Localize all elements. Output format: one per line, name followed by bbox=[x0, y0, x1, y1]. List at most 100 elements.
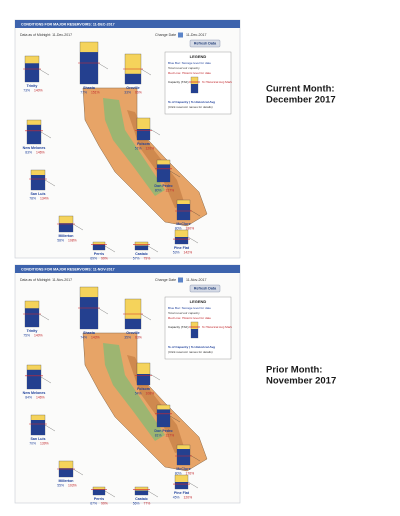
reservoir-name[interactable]: Oroville bbox=[126, 331, 139, 335]
reservoir-pct-avg: 120% bbox=[184, 495, 193, 499]
calendar-icon bbox=[178, 277, 183, 283]
reservoir-name[interactable]: Millerton bbox=[59, 479, 74, 483]
reservoir-leader bbox=[149, 128, 161, 136]
data-as-of: Data as of Midnight: 11-Dec-2017 bbox=[20, 33, 72, 37]
reservoir-pct-avg: 146% bbox=[36, 395, 45, 399]
change-date-label: Change Date bbox=[155, 33, 176, 37]
reservoir-pct-avg: 180% bbox=[186, 226, 195, 230]
reservoir-name[interactable]: Oroville bbox=[126, 86, 139, 90]
reservoir-pct-capacity: 58% bbox=[57, 238, 64, 242]
refresh-button[interactable]: Refresh Data bbox=[189, 39, 221, 48]
reservoir-storage bbox=[135, 490, 148, 495]
reservoir-pct-avg: 66% bbox=[135, 90, 142, 94]
reservoir-storage bbox=[31, 175, 45, 190]
reservoir-name[interactable]: McClure bbox=[176, 467, 190, 471]
reservoir-storage bbox=[80, 52, 98, 84]
reservoir-pct-avg: 146% bbox=[36, 150, 45, 154]
legend-capacity-label: Capacity (TAF) bbox=[168, 80, 189, 84]
reservoir-pct-capacity: 80% bbox=[155, 188, 162, 192]
reservoir-name[interactable]: Folsom bbox=[137, 142, 150, 146]
refresh-button-label: Refresh Data bbox=[194, 42, 217, 46]
reservoir-leader bbox=[140, 313, 152, 321]
reservoir-name[interactable]: Pine Flat bbox=[174, 246, 190, 250]
reservoir-leader bbox=[38, 68, 50, 76]
reservoir-pct-avg: 108% bbox=[68, 238, 77, 242]
reservoir-storage bbox=[137, 374, 150, 385]
reservoir-pct-capacity: 57% bbox=[133, 256, 140, 260]
reservoir-leader bbox=[147, 245, 159, 253]
panel-title: CONDITIONS FOR MAJOR RESERVOIRS: 11-DEC-… bbox=[21, 22, 115, 26]
reservoir-storage bbox=[125, 73, 141, 84]
change-date: 11-Nov-2017 bbox=[186, 278, 207, 282]
reservoir-name[interactable]: New Melones bbox=[23, 391, 46, 395]
refresh-button[interactable]: Refresh Data bbox=[189, 284, 221, 293]
reservoir-name[interactable]: Perris bbox=[94, 497, 104, 501]
reservoir-storage bbox=[137, 129, 150, 140]
reservoir-pct-avg: 140% bbox=[34, 333, 43, 337]
reservoir-name[interactable]: Folsom bbox=[137, 387, 150, 391]
reservoir-name[interactable]: Pine Flat bbox=[174, 491, 190, 495]
reservoir-pct-capacity: 33% bbox=[124, 90, 131, 94]
data-as-of: Data as of Midnight: 11-Nov-2017 bbox=[20, 278, 72, 282]
reservoir-leader bbox=[72, 223, 84, 231]
map-valley bbox=[103, 98, 165, 196]
reservoir-pct-avg: 77% bbox=[144, 501, 151, 505]
reservoir-name[interactable]: Perris bbox=[94, 252, 104, 256]
reservoir-storage bbox=[93, 489, 105, 495]
reservoir-name[interactable]: Millerton bbox=[59, 234, 74, 238]
reservoir-leader bbox=[40, 376, 52, 384]
reservoir-pct-capacity: 54% bbox=[135, 391, 142, 395]
reservoir-name[interactable]: San Luis bbox=[31, 192, 46, 196]
reservoir-pct-capacity: 78% bbox=[29, 196, 36, 200]
refresh-button-bg bbox=[189, 39, 221, 48]
reservoir-pct-capacity: 77% bbox=[80, 90, 87, 94]
reservoir-name[interactable]: Shasta bbox=[83, 86, 96, 90]
change-date: 11-Dec-2017 bbox=[186, 33, 207, 37]
legend-footer: % of Capacity | % Historical Avg bbox=[168, 100, 215, 104]
reservoir-leader bbox=[169, 170, 181, 178]
reservoir-storage bbox=[125, 318, 141, 329]
reservoir-storage bbox=[27, 369, 41, 389]
reservoir-name[interactable]: Castaic bbox=[135, 497, 148, 501]
reservoir-name[interactable]: Castaic bbox=[135, 252, 148, 256]
reservoir-name[interactable]: Trinity bbox=[27, 329, 38, 333]
reservoir-name[interactable]: Trinity bbox=[27, 84, 38, 88]
reservoir-pct-avg: 143% bbox=[91, 335, 100, 339]
legend-footnote: (Click reservoir names for details) bbox=[168, 105, 213, 109]
reservoir-leader bbox=[104, 490, 116, 498]
reservoir-pct-capacity: 75% bbox=[23, 333, 30, 337]
legend-line: Red Line: Historic level for date bbox=[168, 71, 211, 75]
legend-footer: % of Capacity | % Historical Avg bbox=[168, 345, 215, 349]
month-name: November 2017 bbox=[266, 376, 336, 387]
reservoir-leader bbox=[44, 179, 56, 187]
legend-line: Total reservoir capacity bbox=[168, 311, 200, 315]
reservoir-name[interactable]: Shasta bbox=[83, 331, 96, 335]
reservoir-pct-capacity: 70% bbox=[29, 441, 36, 445]
change-date-label: Change Date bbox=[155, 278, 176, 282]
reservoir-name[interactable]: New Melones bbox=[23, 146, 46, 150]
reservoir-name[interactable]: Don Pedro bbox=[154, 184, 173, 188]
reservoir-storage bbox=[25, 63, 39, 82]
reservoir-storage bbox=[80, 297, 98, 329]
legend-line: Total reservoir capacity bbox=[168, 66, 200, 70]
reservoir-pct-capacity: 55% bbox=[57, 483, 64, 487]
reservoir-name[interactable]: McClure bbox=[176, 222, 190, 226]
panel-header bbox=[15, 265, 240, 273]
reservoir-storage bbox=[175, 482, 188, 489]
reservoir-pct-avg: 127% bbox=[166, 188, 175, 192]
reservoir-name[interactable]: San Luis bbox=[31, 437, 46, 441]
reservoir-pct-capacity: 69% bbox=[90, 256, 97, 260]
reservoir-name[interactable]: Don Pedro bbox=[154, 429, 173, 433]
